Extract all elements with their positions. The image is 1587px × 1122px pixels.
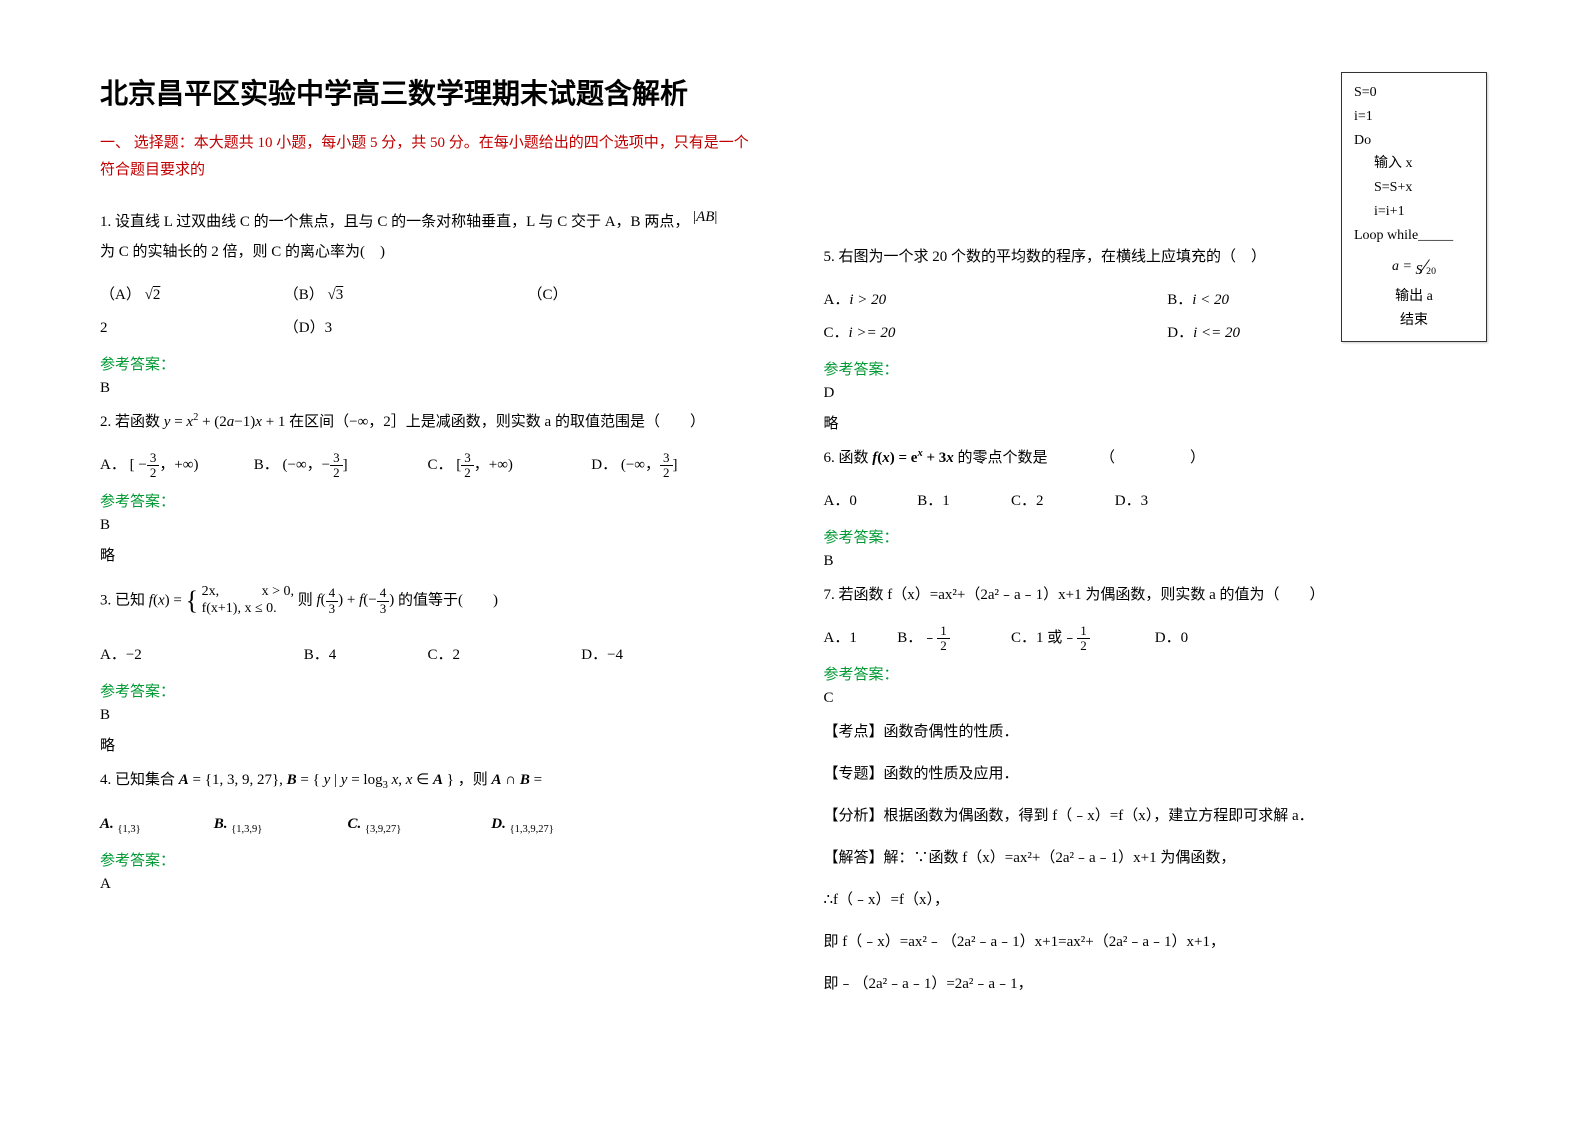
- q6-expr: f(x) = ex + 3x: [872, 450, 954, 466]
- q5-ellipsis: 略: [824, 412, 1488, 433]
- question-2: 2. 若函数 y = x2 + (2a−1)x + 1 在区间（−∞，2］上是减…: [100, 407, 764, 437]
- q6-options: A．0 B．1 C．2 D．3: [824, 485, 1488, 518]
- q5-answer: D: [824, 385, 1488, 402]
- q1-stem-b: 为 C 的实轴长的 2 倍，则 C 的离心率为( ): [100, 244, 385, 260]
- q1-optC: 2: [100, 312, 280, 345]
- q4-options: A. {1,3} B. {1,3,9} C. {3,9,27} D. {1,3,…: [100, 808, 764, 841]
- q3-stem-a: 3. 已知: [100, 592, 149, 608]
- q5-answer-label: 参考答案：: [824, 358, 1488, 379]
- q2-expr: y = x2 + (2a−1)x + 1: [164, 414, 286, 430]
- prog-l2: i=1: [1354, 105, 1474, 129]
- q7-answer: C: [824, 690, 1488, 707]
- q7-jieda4: 即﹣（2a²﹣a﹣1）=2a²﹣a﹣1，: [824, 969, 1488, 999]
- prog-l1: S=0: [1354, 81, 1474, 105]
- q1-answer: B: [100, 380, 764, 397]
- q7-jieda3: 即 f（﹣x）=ax²﹣（2a²﹣a﹣1）x+1=ax²+（2a²﹣a﹣1）x+…: [824, 927, 1488, 957]
- q1-optC-label: （C）: [528, 279, 608, 312]
- q2-optA-label: A．: [100, 449, 126, 482]
- q3-fx: f(x): [149, 592, 170, 608]
- prog-l4: 输入 x: [1354, 152, 1474, 176]
- question-4: 4. 已知集合 A = {1, 3, 9, 27}, B = { y | y =…: [100, 765, 764, 796]
- q1-abs: |AB|: [693, 209, 717, 225]
- q3-options: A．−2 B．4 C．2 D．−4: [100, 639, 764, 672]
- q7-jieda1: 【解答】解：∵函数 f（x）=ax²+（2a²﹣a﹣1）x+1 为偶函数，: [824, 843, 1488, 873]
- question-7: 7. 若函数 f（x）=ax²+（2a²﹣a﹣1）x+1 为偶函数，则实数 a …: [824, 580, 1488, 610]
- q7-zhuanti: 【专题】函数的性质及应用．: [824, 759, 1488, 789]
- left-column: 北京昌平区实验中学高三数学理期末试题含解析 一、 选择题：本大题共 10 小题，…: [100, 72, 764, 1011]
- q2-optB-label: B．: [254, 449, 279, 482]
- q1-answer-label: 参考答案：: [100, 353, 764, 374]
- q6-answer-label: 参考答案：: [824, 526, 1488, 547]
- question-3: 3. 已知 f(x) = { 2x,x > 0, f(x+1), x ≤ 0. …: [100, 575, 764, 627]
- q4-answer: A: [100, 876, 764, 893]
- prog-l8: a = S⁄20: [1354, 248, 1474, 285]
- q2-answer: B: [100, 517, 764, 534]
- q6-answer: B: [824, 553, 1488, 570]
- q1-optB: √3: [328, 279, 344, 312]
- q4-answer-label: 参考答案：: [100, 849, 764, 870]
- q7-options: A．1 B．﹣12 C．1 或﹣12 D．0: [824, 622, 1488, 655]
- q3-call: f(43) + f(−43): [316, 592, 398, 608]
- q3-ellipsis: 略: [100, 734, 764, 755]
- q2-optC-label: C．: [428, 449, 453, 482]
- question-6: 6. 函数 f(x) = ex + 3x 的零点个数是 （ ）: [824, 443, 1488, 473]
- q2-ellipsis: 略: [100, 544, 764, 565]
- prog-l3: Do: [1354, 129, 1474, 153]
- q2-optD-label: D．: [591, 449, 617, 482]
- q7-kaodian: 【考点】函数奇偶性的性质．: [824, 717, 1488, 747]
- q2-answer-label: 参考答案：: [100, 490, 764, 511]
- prog-l7: Loop while_____: [1354, 224, 1474, 248]
- q1-options: （A） √2 （B） √3 （C） 2 （D）3: [100, 279, 764, 345]
- q2-stem-a: 2. 若函数: [100, 414, 164, 430]
- q1-optA-label: （A）: [100, 279, 141, 312]
- q7-answer-label: 参考答案：: [824, 663, 1488, 684]
- q4-AB: A ∩ B =: [491, 772, 542, 788]
- q1-optD: （D）3: [284, 312, 332, 345]
- q3-answer: B: [100, 707, 764, 724]
- section-intro: 一、 选择题：本大题共 10 小题，每小题 5 分，共 50 分。在每小题给出的…: [100, 130, 764, 184]
- prog-l6: i=i+1: [1354, 200, 1474, 224]
- q3-answer-label: 参考答案：: [100, 680, 764, 701]
- prog-l5: S=S+x: [1354, 176, 1474, 200]
- right-column: S=0 i=1 Do 输入 x S=S+x i=i+1 Loop while__…: [824, 72, 1488, 1011]
- q1-optA: √2: [145, 279, 161, 312]
- page-title: 北京昌平区实验中学高三数学理期末试题含解析: [100, 72, 764, 112]
- q2-stem-b: 在区间（−∞，2］上是减函数，则实数 a 的取值范围是（ ）: [289, 414, 705, 430]
- q1-optB-label: （B）: [284, 279, 324, 312]
- question-1: 1. 设直线 L 过双曲线 C 的一个焦点，且与 C 的一条对称轴垂直，L 与 …: [100, 202, 764, 267]
- prog-l10: 结束: [1354, 309, 1474, 333]
- prog-l9: 输出 a: [1354, 285, 1474, 309]
- q2-options: A． [ −32，+∞) B． (−∞，−32 ] C． [ 32，+∞) D．…: [100, 449, 764, 482]
- q1-stem-a: 1. 设直线 L 过双曲线 C 的一个焦点，且与 C 的一条对称轴垂直，L 与 …: [100, 214, 689, 230]
- q4-Adef: A = {1, 3, 9, 27}, B = { y | y = log3 x,…: [179, 772, 454, 788]
- q7-jieda2: ∴f（﹣x）=f（x），: [824, 885, 1488, 915]
- q7-fenxi: 【分析】根据函数为偶函数，得到 f（﹣x）=f（x），建立方程即可求解 a．: [824, 801, 1488, 831]
- program-box: S=0 i=1 Do 输入 x S=S+x i=i+1 Loop while__…: [1341, 72, 1487, 342]
- q3-piecewise: { 2x,x > 0, f(x+1), x ≤ 0.: [186, 575, 294, 627]
